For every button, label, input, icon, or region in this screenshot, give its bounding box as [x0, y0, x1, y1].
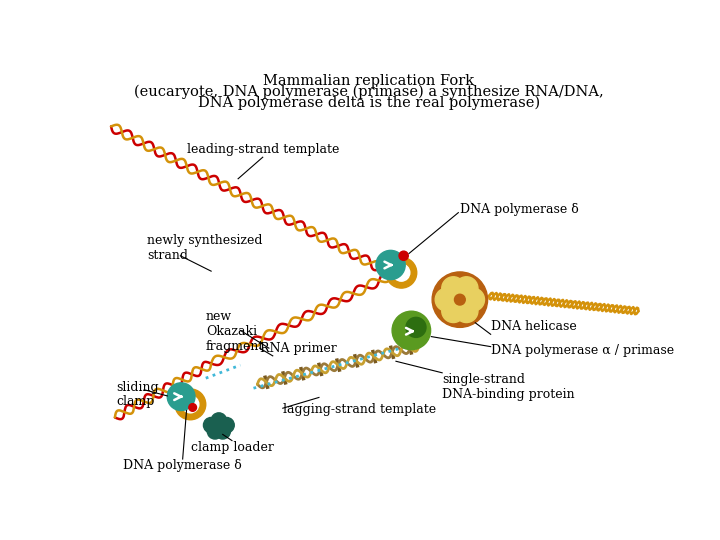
Circle shape: [454, 294, 465, 305]
Circle shape: [435, 288, 459, 311]
Text: new
Okazaki
fragment: new Okazaki fragment: [206, 309, 264, 353]
Circle shape: [442, 300, 465, 322]
Text: RNA primer: RNA primer: [260, 342, 336, 355]
Text: lagging-strand template: lagging-strand template: [283, 403, 436, 416]
Text: DNA polymerase δ: DNA polymerase δ: [460, 203, 579, 216]
Text: leading-strand template: leading-strand template: [186, 143, 339, 156]
Circle shape: [432, 272, 487, 327]
Circle shape: [189, 403, 197, 411]
Circle shape: [204, 417, 219, 433]
Circle shape: [376, 251, 405, 280]
Text: DNA polymerase α / primase: DNA polymerase α / primase: [490, 343, 674, 356]
Circle shape: [207, 423, 222, 439]
Circle shape: [406, 318, 426, 338]
Circle shape: [219, 417, 234, 433]
Circle shape: [442, 277, 465, 300]
Circle shape: [167, 383, 195, 410]
Text: single-strand
DNA-binding protein: single-strand DNA-binding protein: [442, 373, 575, 401]
Circle shape: [175, 389, 206, 420]
Text: DNA polymerase δ: DNA polymerase δ: [123, 459, 242, 472]
Circle shape: [386, 257, 417, 288]
Circle shape: [215, 423, 230, 439]
Text: Mammalian replication Fork: Mammalian replication Fork: [264, 74, 474, 88]
Text: sliding
clamp: sliding clamp: [117, 381, 159, 408]
Text: (eucaryote, DNA polymerase (primase) a synthesize RNA/DNA,: (eucaryote, DNA polymerase (primase) a s…: [134, 85, 604, 99]
Circle shape: [392, 311, 431, 350]
Text: DNA polymerase delta is the real polymerase): DNA polymerase delta is the real polymer…: [198, 96, 540, 110]
Text: newly synthesized
strand: newly synthesized strand: [148, 234, 263, 262]
Text: clamp loader: clamp loader: [191, 441, 274, 454]
Circle shape: [211, 413, 227, 428]
Circle shape: [393, 264, 410, 281]
Circle shape: [455, 300, 478, 322]
Circle shape: [462, 288, 485, 311]
Text: DNA helicase: DNA helicase: [490, 320, 577, 333]
Circle shape: [455, 277, 478, 300]
Circle shape: [182, 396, 199, 413]
Circle shape: [399, 251, 408, 260]
